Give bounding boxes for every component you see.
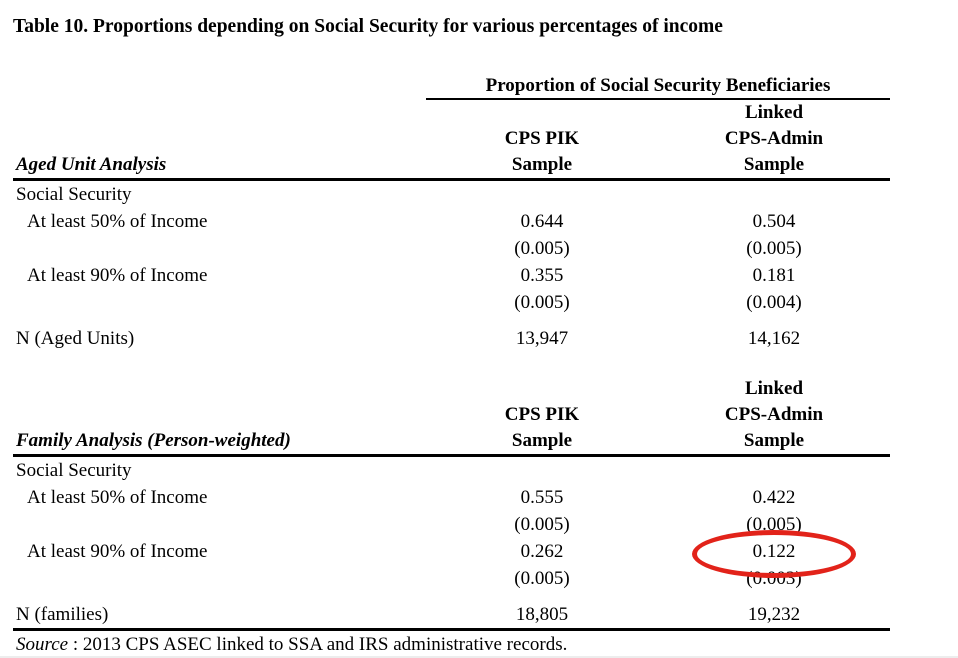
table-10: Proportion of Social Security Beneficiar… bbox=[13, 74, 890, 656]
source-label: Source bbox=[16, 634, 69, 655]
row-label bbox=[13, 289, 426, 316]
column-header-linked-cps-admin: Linked CPS-Admin Sample bbox=[658, 376, 890, 454]
table-row: At least 90% of Income 0.355 0.181 bbox=[13, 262, 890, 289]
table-title: Table 10. Proportions depending on Socia… bbox=[13, 16, 723, 37]
cell-value: 0.355 bbox=[520, 265, 564, 286]
table-bottom-rule bbox=[13, 628, 890, 631]
panel-spacer bbox=[13, 352, 890, 376]
row-label bbox=[13, 565, 426, 592]
column-header-line: Sample bbox=[743, 154, 805, 175]
cell-value: 14,162 bbox=[747, 328, 801, 349]
column-header-line: CPS-Admin bbox=[724, 128, 824, 149]
header-rule bbox=[13, 454, 890, 457]
cell-value: 0.262 bbox=[520, 541, 564, 562]
column-header-cps-pik: CPS PIK Sample bbox=[426, 376, 658, 454]
row-label bbox=[13, 511, 426, 538]
column-header-line: Sample bbox=[743, 430, 805, 451]
cell-value: 19,232 bbox=[747, 604, 801, 625]
row-label: N (families) bbox=[16, 604, 109, 625]
span-header: Proportion of Social Security Beneficiar… bbox=[426, 74, 890, 100]
table-row-sample-size: N (families) 18,805 19,232 bbox=[13, 601, 890, 628]
table-row-standard-errors: (0.005) (0.004) bbox=[13, 289, 890, 316]
row-label: At least 50% of Income bbox=[27, 211, 208, 232]
table-row-sample-size: N (Aged Units) 13,947 14,162 bbox=[13, 325, 890, 352]
table-row: At least 50% of Income 0.644 0.504 bbox=[13, 208, 890, 235]
row-label: At least 90% of Income bbox=[27, 541, 208, 562]
row-label: Social Security bbox=[16, 184, 132, 205]
table-row-standard-errors: (0.005) (0.005) bbox=[13, 235, 890, 262]
table-row: Social Security bbox=[13, 457, 890, 484]
red-circle-annotation bbox=[692, 530, 856, 578]
cell-value: (0.005) bbox=[514, 292, 570, 313]
table-row: At least 50% of Income 0.555 0.422 bbox=[13, 484, 890, 511]
cell-value: (0.004) bbox=[746, 292, 802, 313]
row-label bbox=[13, 235, 426, 262]
column-header-line: CPS-Admin bbox=[724, 404, 824, 425]
cell-value: 0.644 bbox=[520, 211, 564, 232]
cell-value: 0.555 bbox=[520, 487, 564, 508]
section-label-aged-unit: Aged Unit Analysis bbox=[16, 154, 167, 175]
cell-value: (0.005) bbox=[514, 568, 570, 589]
cell-value: 0.181 bbox=[752, 265, 796, 286]
source-text: : 2013 CPS ASEC linked to SSA and IRS ad… bbox=[68, 634, 568, 655]
column-header-line: Sample bbox=[511, 154, 573, 175]
row-label: At least 50% of Income bbox=[27, 487, 208, 508]
cell-value bbox=[658, 457, 890, 484]
row-label: N (Aged Units) bbox=[16, 328, 135, 349]
span-header-spacer bbox=[13, 74, 426, 100]
family-analysis-header-row: Family Analysis (Person-weighted) CPS PI… bbox=[13, 376, 890, 454]
row-spacer bbox=[13, 592, 890, 601]
cell-value: (0.005) bbox=[514, 514, 570, 535]
cell-value bbox=[658, 181, 890, 208]
column-header-line: CPS PIK bbox=[504, 128, 580, 149]
cell-value bbox=[426, 181, 658, 208]
table-row: Social Security bbox=[13, 181, 890, 208]
column-header-linked-cps-admin: Linked CPS-Admin Sample bbox=[658, 100, 890, 178]
column-header-line: Linked bbox=[744, 102, 804, 123]
column-header-line: CPS PIK bbox=[504, 404, 580, 425]
column-header-line: Sample bbox=[511, 430, 573, 451]
cell-value: 0.504 bbox=[752, 211, 796, 232]
cell-value: 18,805 bbox=[515, 604, 569, 625]
header-rule bbox=[13, 178, 890, 181]
cell-value: 13,947 bbox=[515, 328, 569, 349]
row-spacer bbox=[13, 316, 890, 325]
row-label: Social Security bbox=[16, 460, 132, 481]
aged-unit-header-row: Aged Unit Analysis CPS PIK Sample Linked… bbox=[13, 100, 890, 178]
cell-value: (0.005) bbox=[514, 238, 570, 259]
section-label-family-analysis: Family Analysis (Person-weighted) bbox=[16, 430, 291, 451]
cell-value bbox=[426, 457, 658, 484]
column-header-cps-pik: CPS PIK Sample bbox=[426, 100, 658, 178]
source-note: Source : 2013 CPS ASEC linked to SSA and… bbox=[13, 631, 890, 656]
span-header-row: Proportion of Social Security Beneficiar… bbox=[13, 74, 890, 100]
cell-value: (0.005) bbox=[746, 238, 802, 259]
row-label: At least 90% of Income bbox=[27, 265, 208, 286]
column-header-line: Linked bbox=[744, 378, 804, 399]
cell-value: 0.422 bbox=[752, 487, 796, 508]
